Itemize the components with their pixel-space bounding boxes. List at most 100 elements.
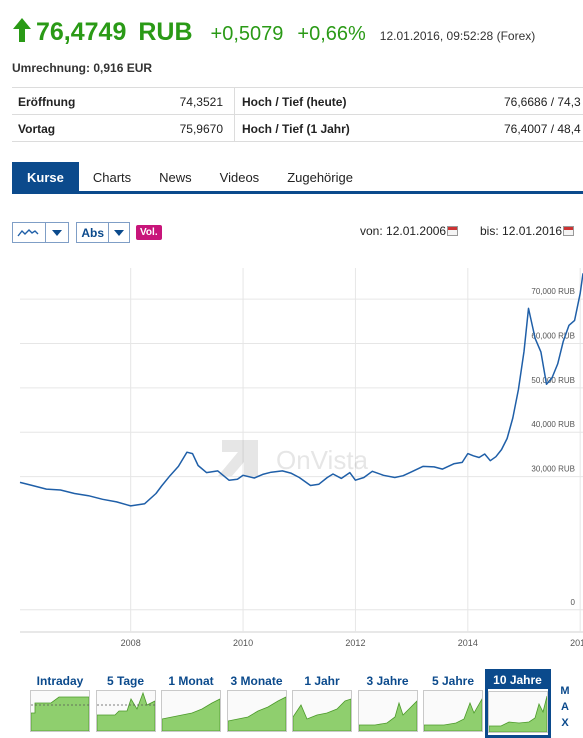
- thumbnail-area: [358, 700, 417, 731]
- range-thumbnail: [487, 691, 548, 733]
- tab-zugehoerige[interactable]: Zugehörige: [287, 170, 353, 185]
- quote-change-absolute: +0,5079: [210, 23, 284, 45]
- quote-timestamp: 12.01.2016, 09:52:28 (Forex): [379, 29, 536, 43]
- quote-header: 76,4749 RUB +0,5079 +0,66% 12.01.2016, 0…: [12, 14, 535, 48]
- currency-conversion: Umrechnung: 0,916 EUR: [12, 61, 153, 75]
- range-3years-button[interactable]: 3 Jahre: [357, 672, 419, 736]
- date-from-input[interactable]: 12.01.2006: [386, 224, 447, 238]
- thumbnail-area: [227, 696, 286, 731]
- scale-dropdown-button[interactable]: [108, 223, 129, 242]
- stat-label: Vortag: [18, 122, 56, 136]
- range-thumbnail: [226, 690, 287, 732]
- tab-bar: Kurse Charts News Videos Zugehörige: [12, 162, 583, 194]
- quote-change-percent: +0,66%: [297, 23, 366, 45]
- max-letter: M: [560, 685, 570, 697]
- volume-toggle[interactable]: Vol.: [136, 225, 162, 240]
- stat-label: Hoch / Tief (1 Jahr): [242, 122, 350, 136]
- range-thumbnail: [161, 690, 221, 732]
- onvista-logo-icon: [218, 440, 258, 476]
- stat-value: 75,9670: [179, 122, 223, 136]
- thumbnail-chart-icon: [96, 691, 155, 731]
- range-intraday-button[interactable]: Intraday: [29, 672, 91, 736]
- stats-table: Eröffnung 74,3521 Hoch / Tief (heute) 76…: [12, 87, 583, 143]
- max-range-button[interactable]: M A X: [558, 683, 572, 731]
- range-thumbnail: [357, 690, 418, 732]
- stat-label: Eröffnung: [18, 95, 76, 109]
- onvista-watermark: OnVista: [218, 440, 369, 476]
- price-series-line: [19, 273, 583, 507]
- thumbnail-area: [162, 698, 220, 731]
- tab-videos[interactable]: Videos: [219, 170, 260, 185]
- watermark-text: OnVista: [276, 445, 369, 475]
- range-label: 5 Tage: [106, 674, 145, 688]
- thumbnail-chart-icon: [31, 696, 89, 731]
- y-tick-label: 40,000 RUB: [531, 420, 575, 429]
- thumbnail-area: [424, 698, 482, 731]
- range-label: 1 Jahr: [304, 674, 340, 688]
- range-5days-button[interactable]: 5 Tage: [95, 672, 157, 736]
- max-letter: X: [561, 717, 569, 729]
- y-tick-label: 30,000 RUB: [531, 465, 575, 474]
- line-chart-icon: [13, 223, 43, 242]
- y-tick-label: 70,000 RUB: [531, 287, 575, 296]
- quote-currency: RUB: [138, 18, 193, 46]
- range-label: 5 Jahre: [431, 674, 475, 688]
- range-quarter-button[interactable]: 3 Monate: [226, 672, 288, 736]
- scale-select-label: Abs: [81, 225, 105, 240]
- chart-type-select[interactable]: [12, 222, 69, 243]
- range-label: 10 Jahre: [486, 671, 549, 689]
- y-tick-label: 50,000 RUB: [531, 376, 575, 385]
- calendar-icon[interactable]: [447, 226, 459, 236]
- thumbnail-area: [96, 691, 155, 731]
- quote-price: 76,4749: [36, 18, 127, 46]
- thumbnail-chart-icon: [424, 698, 482, 731]
- range-year-button[interactable]: 1 Jahr: [291, 672, 353, 736]
- stats-divider: [234, 88, 235, 142]
- tab-kurse[interactable]: Kurse: [12, 162, 79, 191]
- tab-charts[interactable]: Charts: [92, 170, 132, 185]
- stat-value: 74,3521: [179, 95, 223, 109]
- range-10years-button[interactable]: 10 Jahre: [484, 669, 551, 738]
- thumbnail-chart-icon: [162, 698, 220, 731]
- price-chart: 2008 2010 2012 2014 2016 0 30,000 RUB 40,000 RU…: [0, 264, 583, 656]
- max-letter: A: [561, 701, 569, 713]
- chevron-down-icon: [114, 229, 125, 236]
- up-arrow-icon: [13, 18, 31, 42]
- date-from: von: 12.01.2006: [360, 224, 459, 238]
- thumbnail-area: [31, 696, 89, 731]
- chart-controls: Abs Vol. von: 12.01.2006 bis: 12.01.2016: [12, 222, 583, 244]
- range-thumbnail: [292, 690, 352, 732]
- range-thumbnail: [423, 690, 483, 732]
- date-to-input[interactable]: 12.01.2016: [502, 224, 563, 238]
- range-selector: Intraday 5 Tage 1 Monat 3 Monate 1 Jahr 3 Jah…: [29, 669, 583, 738]
- tab-news[interactable]: News: [159, 170, 192, 185]
- stats-row-previous: Vortag 75,9670 Hoch / Tief (1 Jahr) 76,4…: [12, 115, 583, 142]
- x-tick-label: 2008: [121, 638, 141, 648]
- x-tick-label: 2016: [570, 638, 583, 648]
- price-chart-svg: 2008 2010 2012 2014 2016 0 30,000 RUB 40,000 RU…: [19, 268, 583, 648]
- x-tick-label: 2010: [233, 638, 253, 648]
- y-tick-label: 60,000 RUB: [531, 331, 575, 340]
- thumbnail-area: [293, 698, 351, 731]
- date-to: bis: 12.01.2016: [480, 224, 575, 238]
- thumbnail-chart-icon: [488, 695, 547, 732]
- range-label: 1 Monat: [168, 674, 214, 688]
- thumbnail-area: [488, 695, 547, 732]
- range-label: 3 Jahre: [366, 674, 409, 688]
- date-from-label: von:: [360, 224, 383, 238]
- range-thumbnail: [95, 690, 156, 732]
- range-5years-button[interactable]: 5 Jahre: [422, 672, 484, 736]
- range-label: 3 Monate: [230, 674, 283, 688]
- chevron-down-icon: [52, 229, 62, 236]
- scale-select[interactable]: Abs: [76, 222, 130, 243]
- calendar-icon[interactable]: [563, 226, 575, 236]
- range-month-button[interactable]: 1 Monat: [160, 672, 222, 736]
- range-thumbnail: [30, 690, 90, 732]
- x-tick-label: 2012: [345, 638, 365, 648]
- range-label: Intraday: [36, 674, 84, 688]
- date-to-label: bis:: [480, 224, 499, 238]
- thumbnail-chart-icon: [358, 700, 417, 731]
- thumbnail-chart-icon: [293, 698, 351, 731]
- x-tick-label: 2014: [458, 638, 478, 648]
- chart-type-dropdown-button[interactable]: [45, 223, 68, 242]
